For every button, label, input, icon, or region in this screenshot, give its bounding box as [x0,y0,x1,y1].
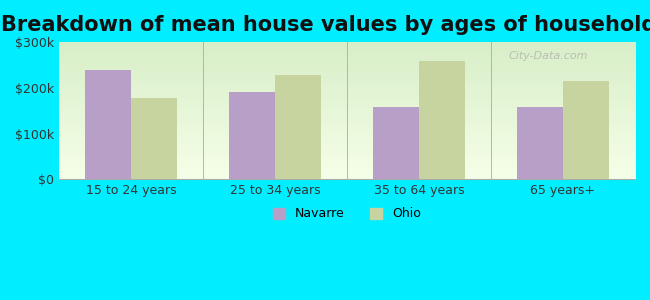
Bar [85,70,131,179]
Bar [275,75,321,179]
Bar [563,81,609,179]
Bar [229,92,275,179]
Title: Breakdown of mean house values by ages of householders: Breakdown of mean house values by ages o… [1,15,650,35]
Bar [419,61,465,179]
Bar [373,107,419,179]
Bar [517,107,563,179]
Legend: Navarre, Ohio: Navarre, Ohio [268,202,426,225]
Text: City-Data.com: City-Data.com [508,51,588,61]
Bar [131,98,177,179]
